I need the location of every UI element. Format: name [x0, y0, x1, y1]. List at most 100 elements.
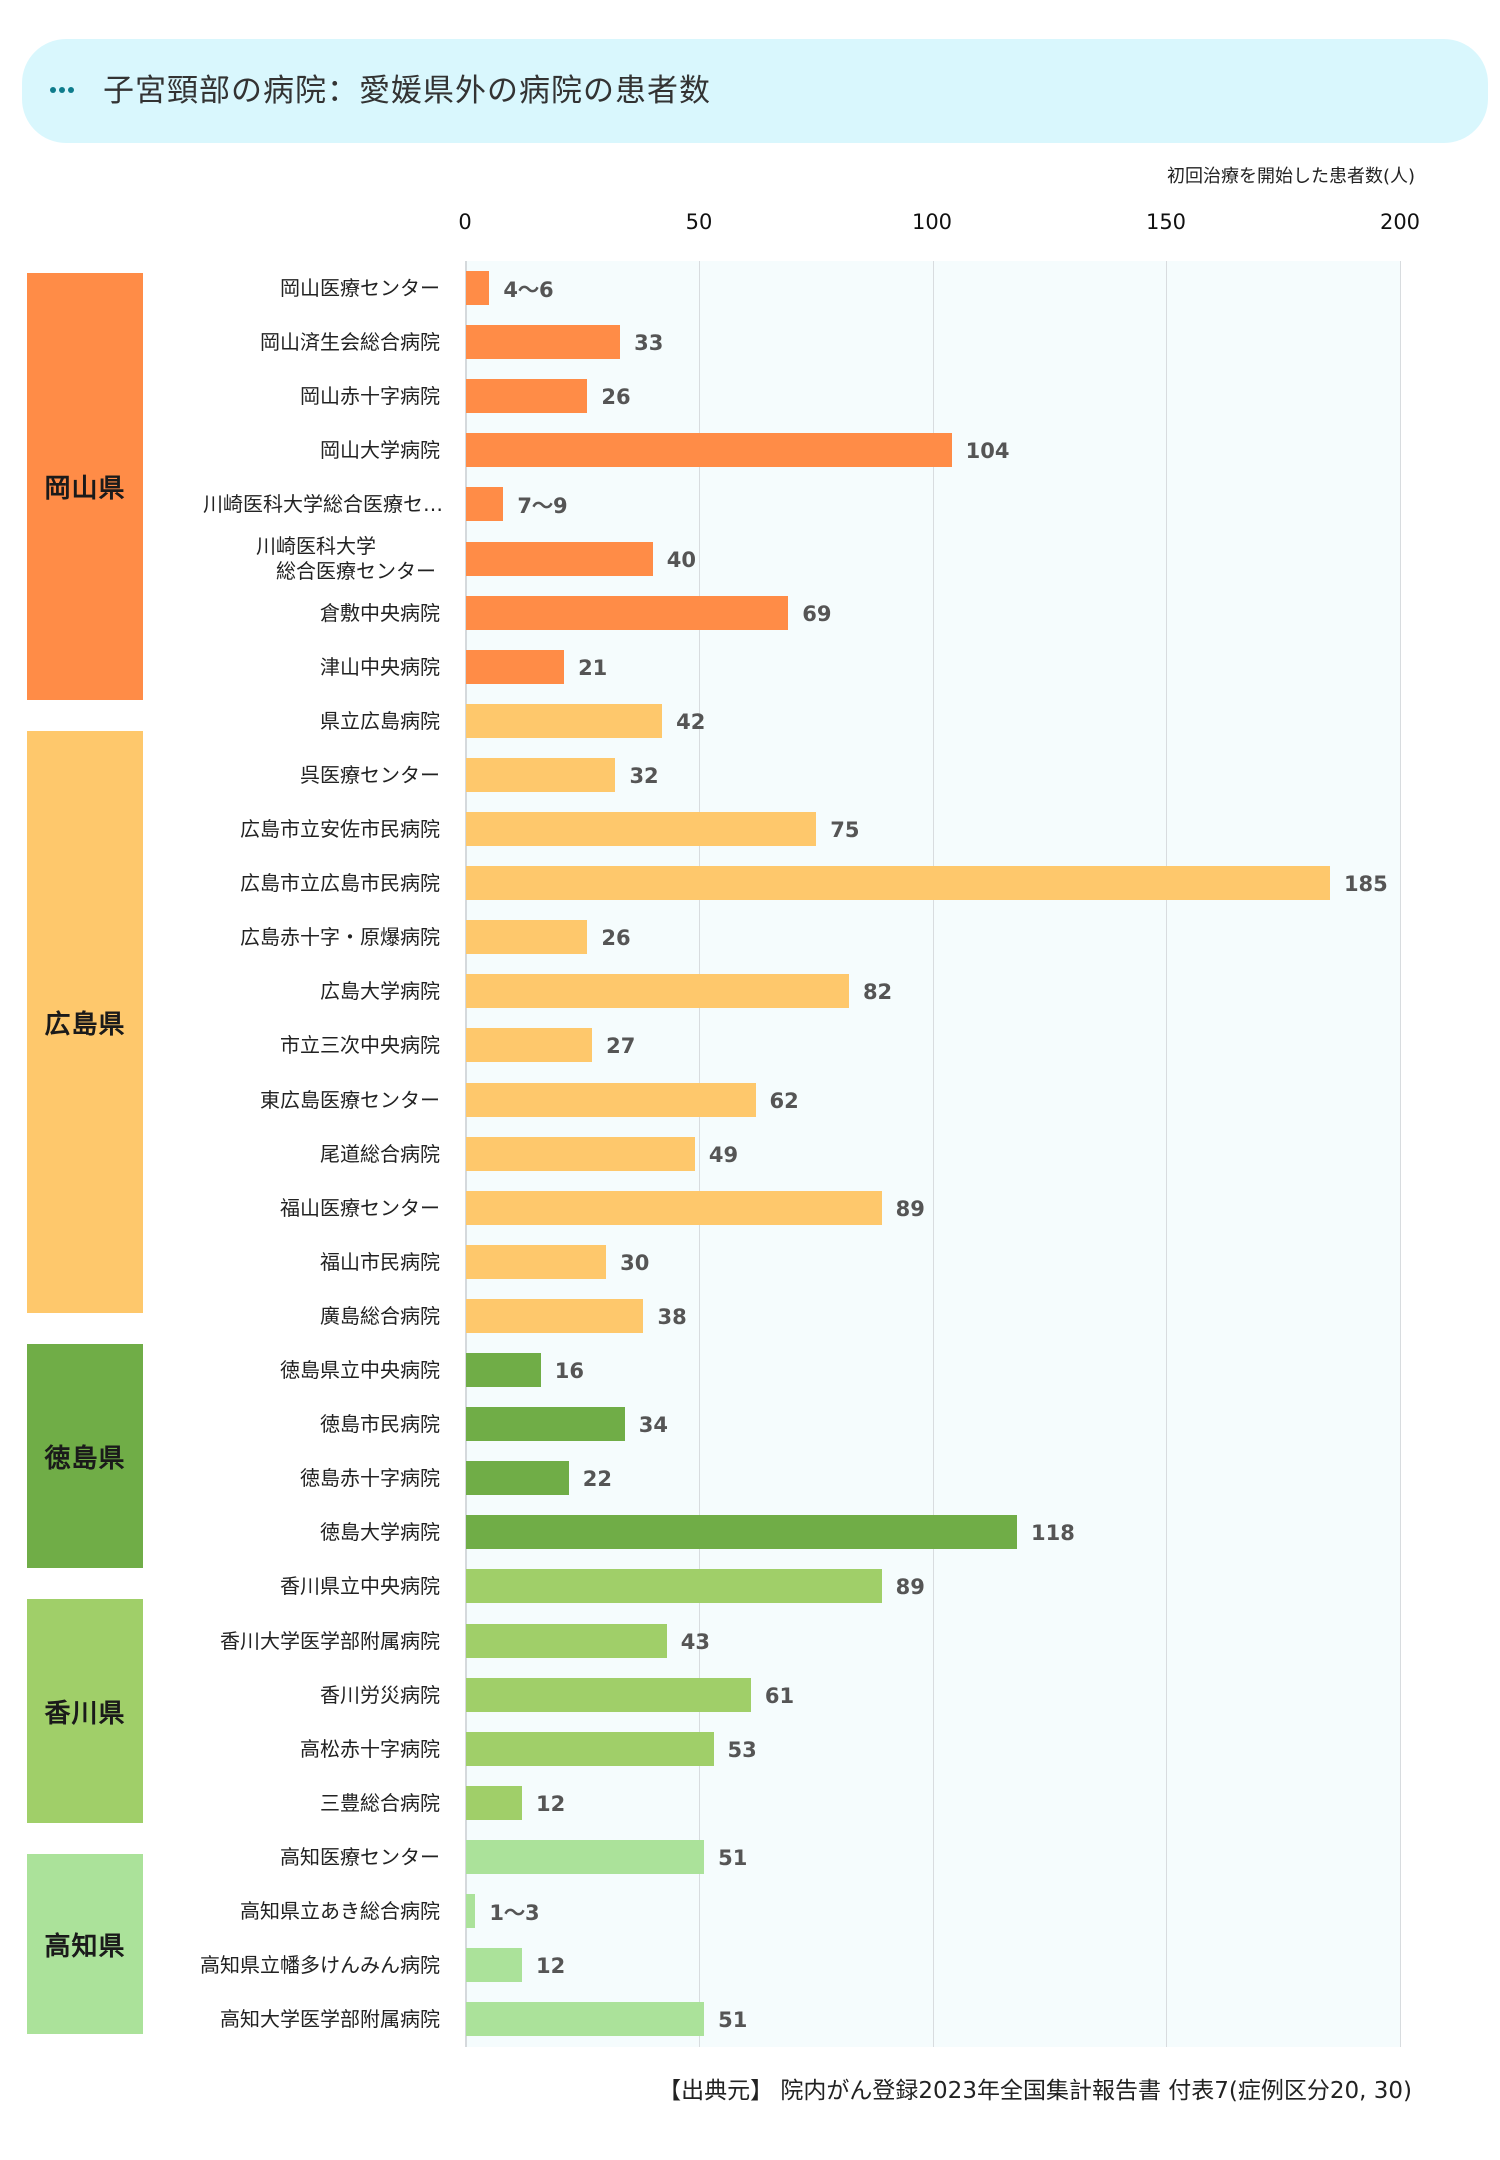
bar: [466, 1894, 476, 1928]
value-label: 42: [676, 709, 706, 734]
hospital-label: 呉医療センター: [300, 762, 440, 787]
value-label: 51: [718, 1845, 748, 1870]
value-label: 185: [1343, 872, 1388, 897]
value-label: 12: [536, 1791, 566, 1816]
value-label: 27: [606, 1034, 636, 1059]
bar: [466, 757, 616, 792]
x-tick-150: 150: [1145, 210, 1187, 234]
hospital-label: 高知医療センター: [280, 1844, 440, 1869]
source-citation: 【出典元】 院内がん登録2023年全国集計報告書 付表7(症例区分20, 30): [658, 2078, 1412, 2104]
hospital-label: 県立広島病院: [320, 708, 440, 733]
bar: [466, 703, 663, 738]
value-label: 118: [1031, 1521, 1075, 1546]
prefecture-label: 岡山県: [27, 273, 143, 700]
value-label: 30: [620, 1250, 650, 1275]
bar: [466, 1677, 751, 1712]
hospital-label: 岡山済生会総合病院: [260, 330, 440, 355]
prefecture-label: 香川県: [27, 1599, 143, 1823]
value-label: 26: [601, 926, 631, 951]
hospital-label: 岡山赤十字病院: [300, 384, 440, 409]
bar: [466, 379, 588, 414]
bar: [466, 1623, 667, 1658]
value-label: 104: [965, 439, 1010, 464]
value-label: 7～9: [517, 494, 568, 519]
bar: [466, 866, 1330, 901]
chart-title: 子宮頸部の病院：愛媛県外の病院の患者数: [103, 73, 711, 109]
x-tick-200: 200: [1379, 210, 1421, 234]
hospital-label: 高知大学医学部附属病院: [220, 2007, 440, 2032]
bar: [466, 595, 789, 630]
value-label: 32: [629, 763, 659, 788]
value-label: 26: [601, 385, 631, 410]
hospital-label: 高知県立あき総合病院: [240, 1899, 440, 1923]
value-label: 16: [554, 1359, 584, 1383]
bar: [466, 487, 504, 522]
value-label: 34: [638, 1413, 668, 1438]
x-axis-label: 初回治療を開始した患者数(人): [1166, 166, 1415, 187]
value-label: 75: [830, 818, 860, 842]
bar: [466, 541, 653, 576]
ellipsis-dots-icon: [50, 83, 74, 97]
hospital-label: 徳島市民病院: [320, 1412, 440, 1437]
value-label: 89: [895, 1196, 925, 1221]
hospital-label: 岡山医療センター: [280, 276, 440, 300]
hospital-label: 廣島総合病院: [320, 1303, 440, 1328]
hospital-label: 徳島大学病院: [320, 1520, 440, 1545]
bar: [466, 812, 817, 846]
hospital-label: 香川県立中央病院: [280, 1574, 440, 1599]
bar: [466, 271, 490, 305]
value-label: 51: [718, 2008, 748, 2033]
bar: [466, 1515, 1018, 1550]
value-label: 12: [536, 1954, 566, 1979]
bar: [466, 920, 588, 955]
prefecture-label: 徳島県: [27, 1344, 143, 1568]
value-label: 22: [582, 1467, 612, 1492]
hospital-label: 岡山大学病院: [320, 438, 440, 463]
value-label: 61: [764, 1683, 795, 1708]
hospital-label: 徳島県立中央病院: [280, 1358, 440, 1382]
hospital-label: 川崎医科大学 総合医療センター: [256, 533, 436, 583]
hospital-label: 香川大学医学部附属病院: [220, 1628, 440, 1653]
value-label: 21: [578, 655, 608, 680]
bar: [466, 1461, 569, 1496]
bar: [466, 1136, 695, 1171]
bar: [466, 649, 565, 684]
bar: [466, 1569, 882, 1604]
value-label: 43: [680, 1629, 711, 1654]
value-label: 62: [769, 1088, 799, 1113]
bar: [466, 1244, 607, 1279]
bar: [466, 1353, 541, 1387]
hospital-label: 高松赤十字病院: [300, 1736, 440, 1761]
bar: [466, 1082, 756, 1117]
hospital-label: 三豊総合病院: [320, 1790, 440, 1815]
hospital-label: 市立三次中央病院: [280, 1033, 440, 1058]
value-label: 69: [802, 601, 832, 626]
hospital-label: 尾道総合病院: [320, 1141, 440, 1166]
gridline-100: [933, 261, 934, 2047]
value-label: 4～6: [503, 278, 554, 302]
value-label: 40: [666, 547, 697, 572]
hospital-label: 広島市立安佐市民病院: [240, 817, 440, 841]
hospital-label: 倉敷中央病院: [320, 600, 440, 625]
bar: [466, 1407, 625, 1442]
hospital-label: 広島大学病院: [320, 979, 440, 1004]
value-label: 1～3: [489, 1901, 540, 1925]
value-label: 33: [634, 331, 664, 356]
prefecture-label: 広島県: [27, 731, 143, 1313]
bar: [466, 1785, 523, 1820]
hospital-label: 津山中央病院: [320, 654, 440, 679]
bar: [466, 1839, 705, 1874]
x-tick-0: 0: [458, 210, 472, 234]
x-tick-100: 100: [911, 210, 953, 234]
gridline-200: [1400, 261, 1401, 2047]
hospital-label: 福山医療センター: [280, 1195, 440, 1220]
chart-title-banner: 子宮頸部の病院：愛媛県外の病院の患者数: [22, 39, 1488, 143]
hospital-label: 東広島医療センター: [260, 1087, 440, 1112]
hospital-label: 川崎医科大学総合医療セ…: [203, 492, 443, 517]
value-label: 38: [657, 1304, 687, 1329]
hospital-label: 徳島赤十字病院: [300, 1466, 440, 1491]
hospital-label: 高知県立幡多けんみん病院: [200, 1953, 440, 1978]
bar: [466, 1028, 593, 1063]
value-label: 82: [862, 980, 893, 1005]
hospital-label: 広島赤十字・原爆病院: [240, 925, 440, 950]
